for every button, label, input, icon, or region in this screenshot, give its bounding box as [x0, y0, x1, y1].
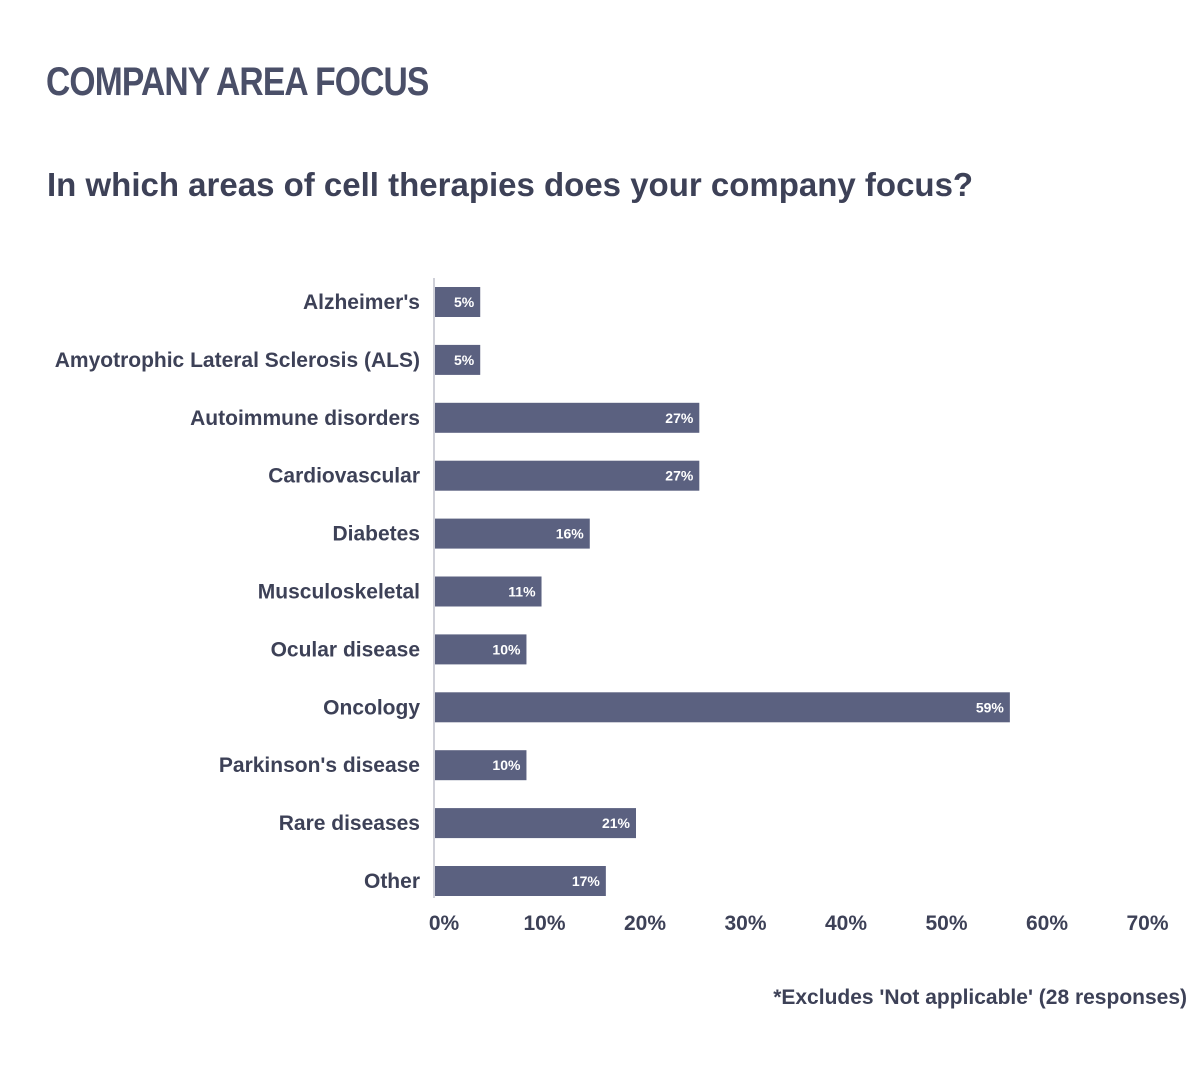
bar-amyotrophic-lateral-sclerosis-als — [435, 344, 481, 375]
bar-musculoskeletal — [435, 576, 542, 607]
section-title: COMPANY AREA FOCUS — [46, 60, 429, 104]
x-tick-label: 40% — [825, 912, 867, 935]
value-label-rare-diseases: 21% — [602, 815, 631, 831]
bar-diabetes — [435, 518, 590, 549]
category-label-parkinson-s-disease: Parkinson's disease — [219, 754, 420, 777]
bar-other — [435, 866, 606, 896]
value-label-diabetes: 16% — [556, 526, 585, 542]
bar-autoimmune-disorders — [435, 402, 700, 433]
value-label-alzheimer-s: 5% — [454, 294, 475, 310]
value-label-ocular-disease: 10% — [492, 641, 521, 657]
value-label-autoimmune-disorders: 27% — [665, 410, 694, 426]
bar-rare-diseases — [435, 808, 636, 839]
bar-alzheimer-s — [435, 287, 481, 317]
category-label-diabetes: Diabetes — [332, 523, 420, 546]
x-tick-label: 20% — [624, 912, 666, 935]
x-tick-label: 10% — [523, 912, 565, 935]
category-label-other: Other — [364, 870, 420, 893]
category-label-autoimmune-disorders: Autoimmune disorders — [190, 407, 420, 430]
x-tick-label: 70% — [1126, 912, 1168, 935]
bar-parkinson-s-disease — [435, 750, 527, 781]
category-label-oncology: Oncology — [323, 696, 420, 719]
category-label-musculoskeletal: Musculoskeletal — [258, 581, 420, 604]
footnote: *Excludes 'Not applicable' (28 responses… — [773, 986, 1187, 1009]
x-tick-label: 30% — [724, 912, 766, 935]
bar-oncology — [435, 692, 1010, 723]
value-label-amyotrophic-lateral-sclerosis-als: 5% — [454, 352, 475, 368]
bar-chart: Alzheimer's Amyotrophic Lateral Sclerosis… — [55, 278, 1169, 935]
category-label-alzheimer-s: Alzheimer's — [303, 291, 420, 314]
x-axis-tick-labels: 0% 10% 20% 30% 40% 50% 60% 70% — [429, 912, 1169, 935]
x-tick-label: 60% — [1026, 912, 1068, 935]
chart-question: In which areas of cell therapies does yo… — [47, 166, 974, 203]
x-tick-label: 50% — [925, 912, 967, 935]
category-label-cardiovascular: Cardiovascular — [268, 465, 420, 488]
value-label-oncology: 59% — [976, 699, 1005, 715]
category-label-rare-diseases: Rare diseases — [279, 812, 420, 835]
value-labels: 5% 5% 27% 27% 16% 11% 10% 59% 10% 21% 17% — [454, 294, 1004, 889]
bars — [435, 287, 1010, 896]
value-label-parkinson-s-disease: 10% — [492, 757, 521, 773]
value-label-musculoskeletal: 11% — [508, 584, 536, 600]
bar-ocular-disease — [435, 634, 527, 665]
category-label-ocular-disease: Ocular disease — [271, 638, 420, 661]
bar-cardiovascular — [435, 460, 700, 491]
value-label-cardiovascular: 27% — [665, 468, 694, 484]
category-label-amyotrophic-lateral-sclerosis-als: Amyotrophic Lateral Sclerosis (ALS) — [55, 349, 420, 372]
x-tick-label: 0% — [429, 912, 460, 935]
category-labels: Alzheimer's Amyotrophic Lateral Sclerosis… — [55, 291, 421, 893]
value-label-other: 17% — [572, 873, 601, 889]
